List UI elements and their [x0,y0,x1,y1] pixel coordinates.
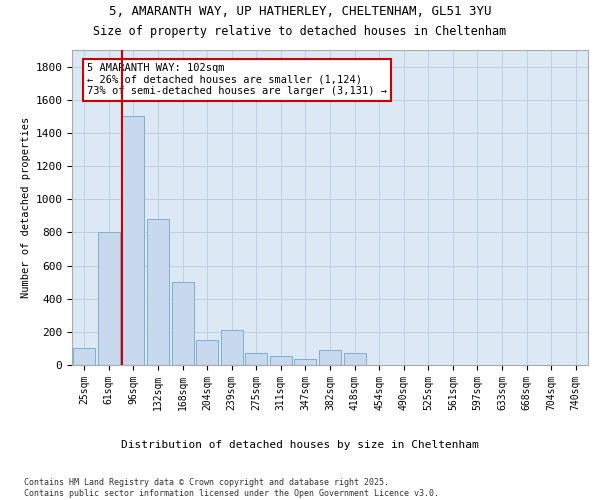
Bar [319,350,341,365]
Bar [196,340,218,365]
Bar [73,348,95,365]
Bar [172,282,194,365]
Bar [245,352,268,365]
Bar [221,330,243,365]
Bar [147,219,169,365]
Bar [98,232,120,365]
Bar [295,359,316,365]
Text: Contains HM Land Registry data © Crown copyright and database right 2025.
Contai: Contains HM Land Registry data © Crown c… [24,478,439,498]
Text: Distribution of detached houses by size in Cheltenham: Distribution of detached houses by size … [121,440,479,450]
Bar [270,356,292,365]
Text: 5, AMARANTH WAY, UP HATHERLEY, CHELTENHAM, GL51 3YU: 5, AMARANTH WAY, UP HATHERLEY, CHELTENHA… [109,5,491,18]
Y-axis label: Number of detached properties: Number of detached properties [21,117,31,298]
Text: Size of property relative to detached houses in Cheltenham: Size of property relative to detached ho… [94,25,506,38]
Bar [122,116,145,365]
Text: 5 AMARANTH WAY: 102sqm
← 26% of detached houses are smaller (1,124)
73% of semi-: 5 AMARANTH WAY: 102sqm ← 26% of detached… [87,64,387,96]
Bar [344,354,365,365]
